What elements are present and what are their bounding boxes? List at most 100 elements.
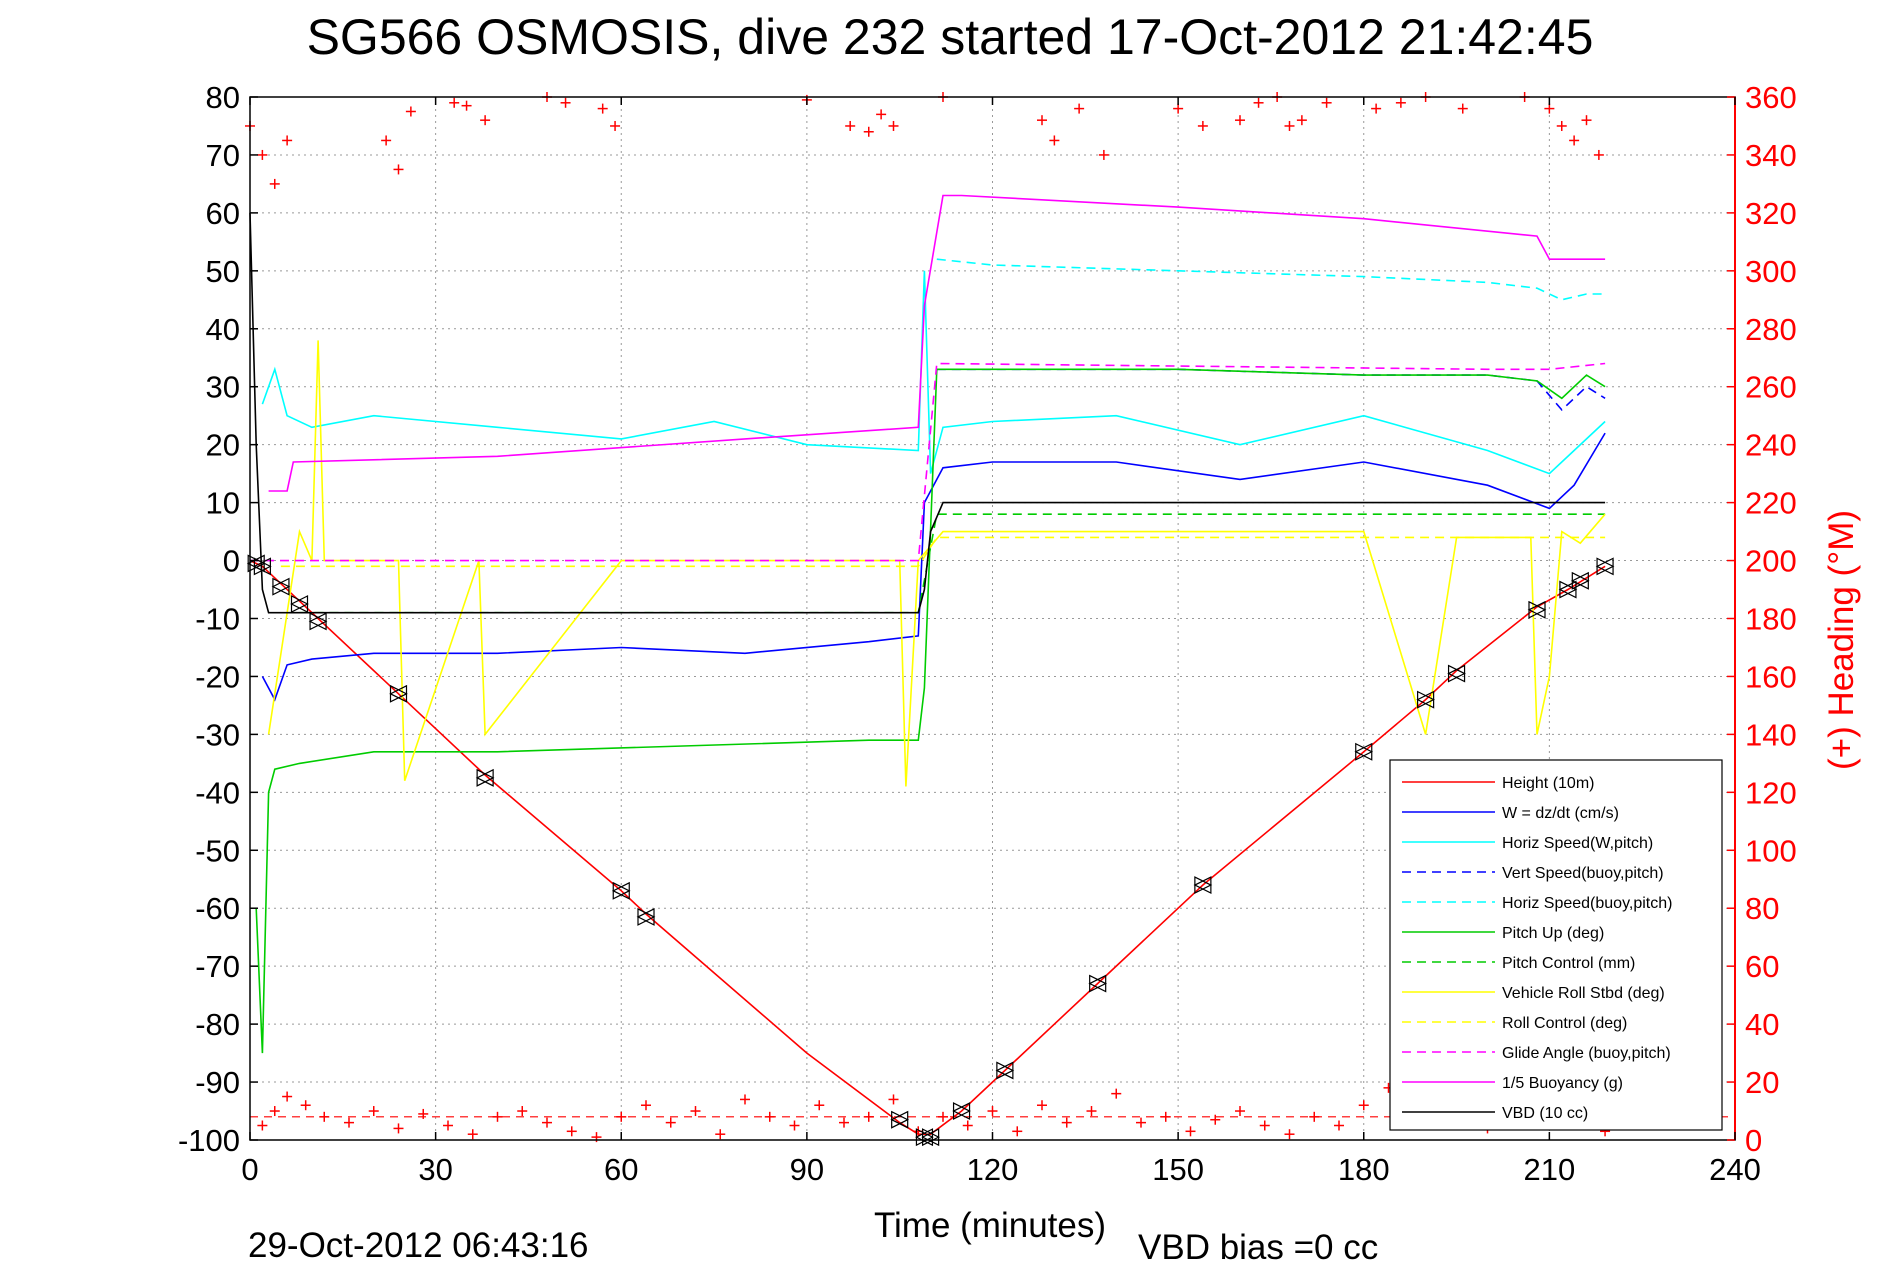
marker-triangle-left	[611, 881, 630, 900]
x-tick-label: 150	[1152, 1152, 1204, 1187]
heading-point-top	[1197, 120, 1208, 131]
heading-point-top	[1296, 115, 1307, 126]
y2-tick-label: 40	[1745, 1007, 1779, 1042]
marker-triangle-left	[271, 577, 290, 596]
depth-markers	[246, 554, 1615, 1147]
depth-marker	[1193, 876, 1213, 895]
heading-point-top	[1371, 103, 1382, 114]
x-tick-label: 0	[241, 1152, 258, 1187]
heading-point-top	[610, 120, 621, 131]
heading-point-top	[1395, 97, 1406, 108]
heading-point-top	[257, 149, 268, 160]
heading-point-top	[1253, 97, 1264, 108]
marker-triangle-left	[995, 1061, 1014, 1080]
heading-point	[1185, 1126, 1196, 1137]
x-tick-label: 120	[967, 1152, 1019, 1187]
marker-triangle-left	[1193, 876, 1212, 895]
heading-point-top	[269, 178, 280, 189]
heading-point-top	[1457, 103, 1468, 114]
marker-triangle-left	[253, 557, 271, 576]
heading-point	[888, 1094, 899, 1105]
heading-point	[542, 1117, 552, 1128]
y2-axis-label: (+) Heading (°M)	[1822, 510, 1861, 770]
heading-point-top	[876, 109, 887, 120]
series-line-glide-angle-buoy-pitch	[250, 362, 1606, 562]
series-line-vert-speed-buoy-pitch	[936, 368, 1606, 412]
marker-triangle-left	[1354, 742, 1373, 761]
chart-title: SG566 OSMOSIS, dive 232 started 17-Oct-2…	[307, 9, 1594, 65]
y2-tick-label: 140	[1745, 717, 1797, 752]
heading-point	[368, 1106, 379, 1117]
heading-point-top	[1321, 97, 1332, 108]
y-tick-label: 10	[206, 486, 240, 521]
series-line-roll-control-deg	[280, 536, 1606, 568]
heading-point-top	[888, 120, 899, 131]
y2-tick-label: 20	[1745, 1065, 1779, 1100]
heading-point-top	[405, 106, 416, 117]
heading-point	[665, 1117, 676, 1128]
legend-entry: Vert Speed(buoy,pitch)	[1502, 865, 1664, 882]
y-tick-label: -70	[195, 949, 240, 984]
x-tick-label: 90	[790, 1152, 824, 1187]
marker-triangle-left	[890, 1110, 909, 1129]
y-tick-label: -40	[195, 775, 240, 810]
heading-point	[269, 1106, 280, 1117]
heading-point	[1358, 1100, 1369, 1111]
y-tick-label: 80	[206, 80, 240, 115]
heading-point	[715, 1129, 726, 1140]
marker-triangle-left	[1088, 974, 1107, 993]
depth-marker	[271, 577, 291, 596]
series-line-horiz-speed-buoy-pitch	[936, 258, 1606, 301]
heading-point	[814, 1100, 825, 1111]
heading-point	[690, 1106, 701, 1117]
depth-marker	[253, 557, 272, 576]
heading-point-top	[393, 164, 404, 175]
y-tick-label: 60	[206, 196, 240, 231]
heading-point	[566, 1126, 577, 1137]
depth-marker	[1416, 690, 1435, 709]
vbd-bias-footer: VBD bias =0 cc	[1138, 1228, 1378, 1262]
series-line-vehicle-roll-stbd-deg	[267, 340, 1606, 787]
heading-point	[1037, 1100, 1047, 1111]
heading-point	[1284, 1129, 1295, 1140]
marker-triangle-left	[921, 1128, 940, 1147]
depth-marker	[636, 907, 656, 926]
heading-point	[1136, 1117, 1146, 1128]
heading-point	[641, 1100, 651, 1111]
series-line-horiz-speed-w-pitch	[261, 270, 1606, 475]
legend-entry: VBD (10 cc)	[1502, 1105, 1588, 1122]
y2-tick-label: 240	[1745, 428, 1797, 463]
y2-tick-label: 180	[1745, 602, 1797, 637]
heading-point-top	[449, 97, 460, 108]
marker-triangle-left	[389, 684, 408, 703]
legend-entry: 1/5 Buoyancy (g)	[1502, 1075, 1623, 1092]
legend-entry: Horiz Speed(W,pitch)	[1502, 835, 1653, 852]
heading-point	[1210, 1114, 1221, 1125]
heading-point-top	[863, 126, 874, 137]
depth-marker	[995, 1061, 1015, 1080]
tick-labels: 0 30 60 90 120 150 180 210 24080706050403020100-…	[178, 80, 1761, 1187]
depth-marker	[1354, 742, 1374, 761]
marker-triangle-left	[952, 1102, 971, 1120]
y-tick-label: -20	[195, 659, 240, 694]
x-tick-label: 180	[1338, 1152, 1390, 1187]
depth-marker	[611, 881, 631, 900]
heading-point	[344, 1117, 354, 1128]
x-tick-label: 60	[604, 1152, 638, 1187]
marker-triangle-left	[475, 768, 494, 787]
depth-marker	[1088, 974, 1108, 993]
timestamp-footer: 29-Oct-2012 06:43:16	[248, 1226, 589, 1262]
heading-point	[962, 1120, 973, 1131]
heading-point	[443, 1120, 453, 1131]
y-tick-label: 70	[206, 138, 240, 173]
series-line-1-5-buoyancy-g	[268, 194, 1606, 492]
y2-tick-label: 200	[1745, 544, 1797, 579]
marker-triangle-left	[1447, 664, 1466, 683]
depth-marker	[952, 1102, 971, 1120]
depth-marker	[1558, 580, 1578, 599]
legend-entry: Glide Angle (buoy,pitch)	[1502, 1045, 1671, 1062]
heading-point	[517, 1106, 528, 1117]
depth-marker	[890, 1110, 910, 1129]
heading-point-top	[1544, 103, 1555, 114]
